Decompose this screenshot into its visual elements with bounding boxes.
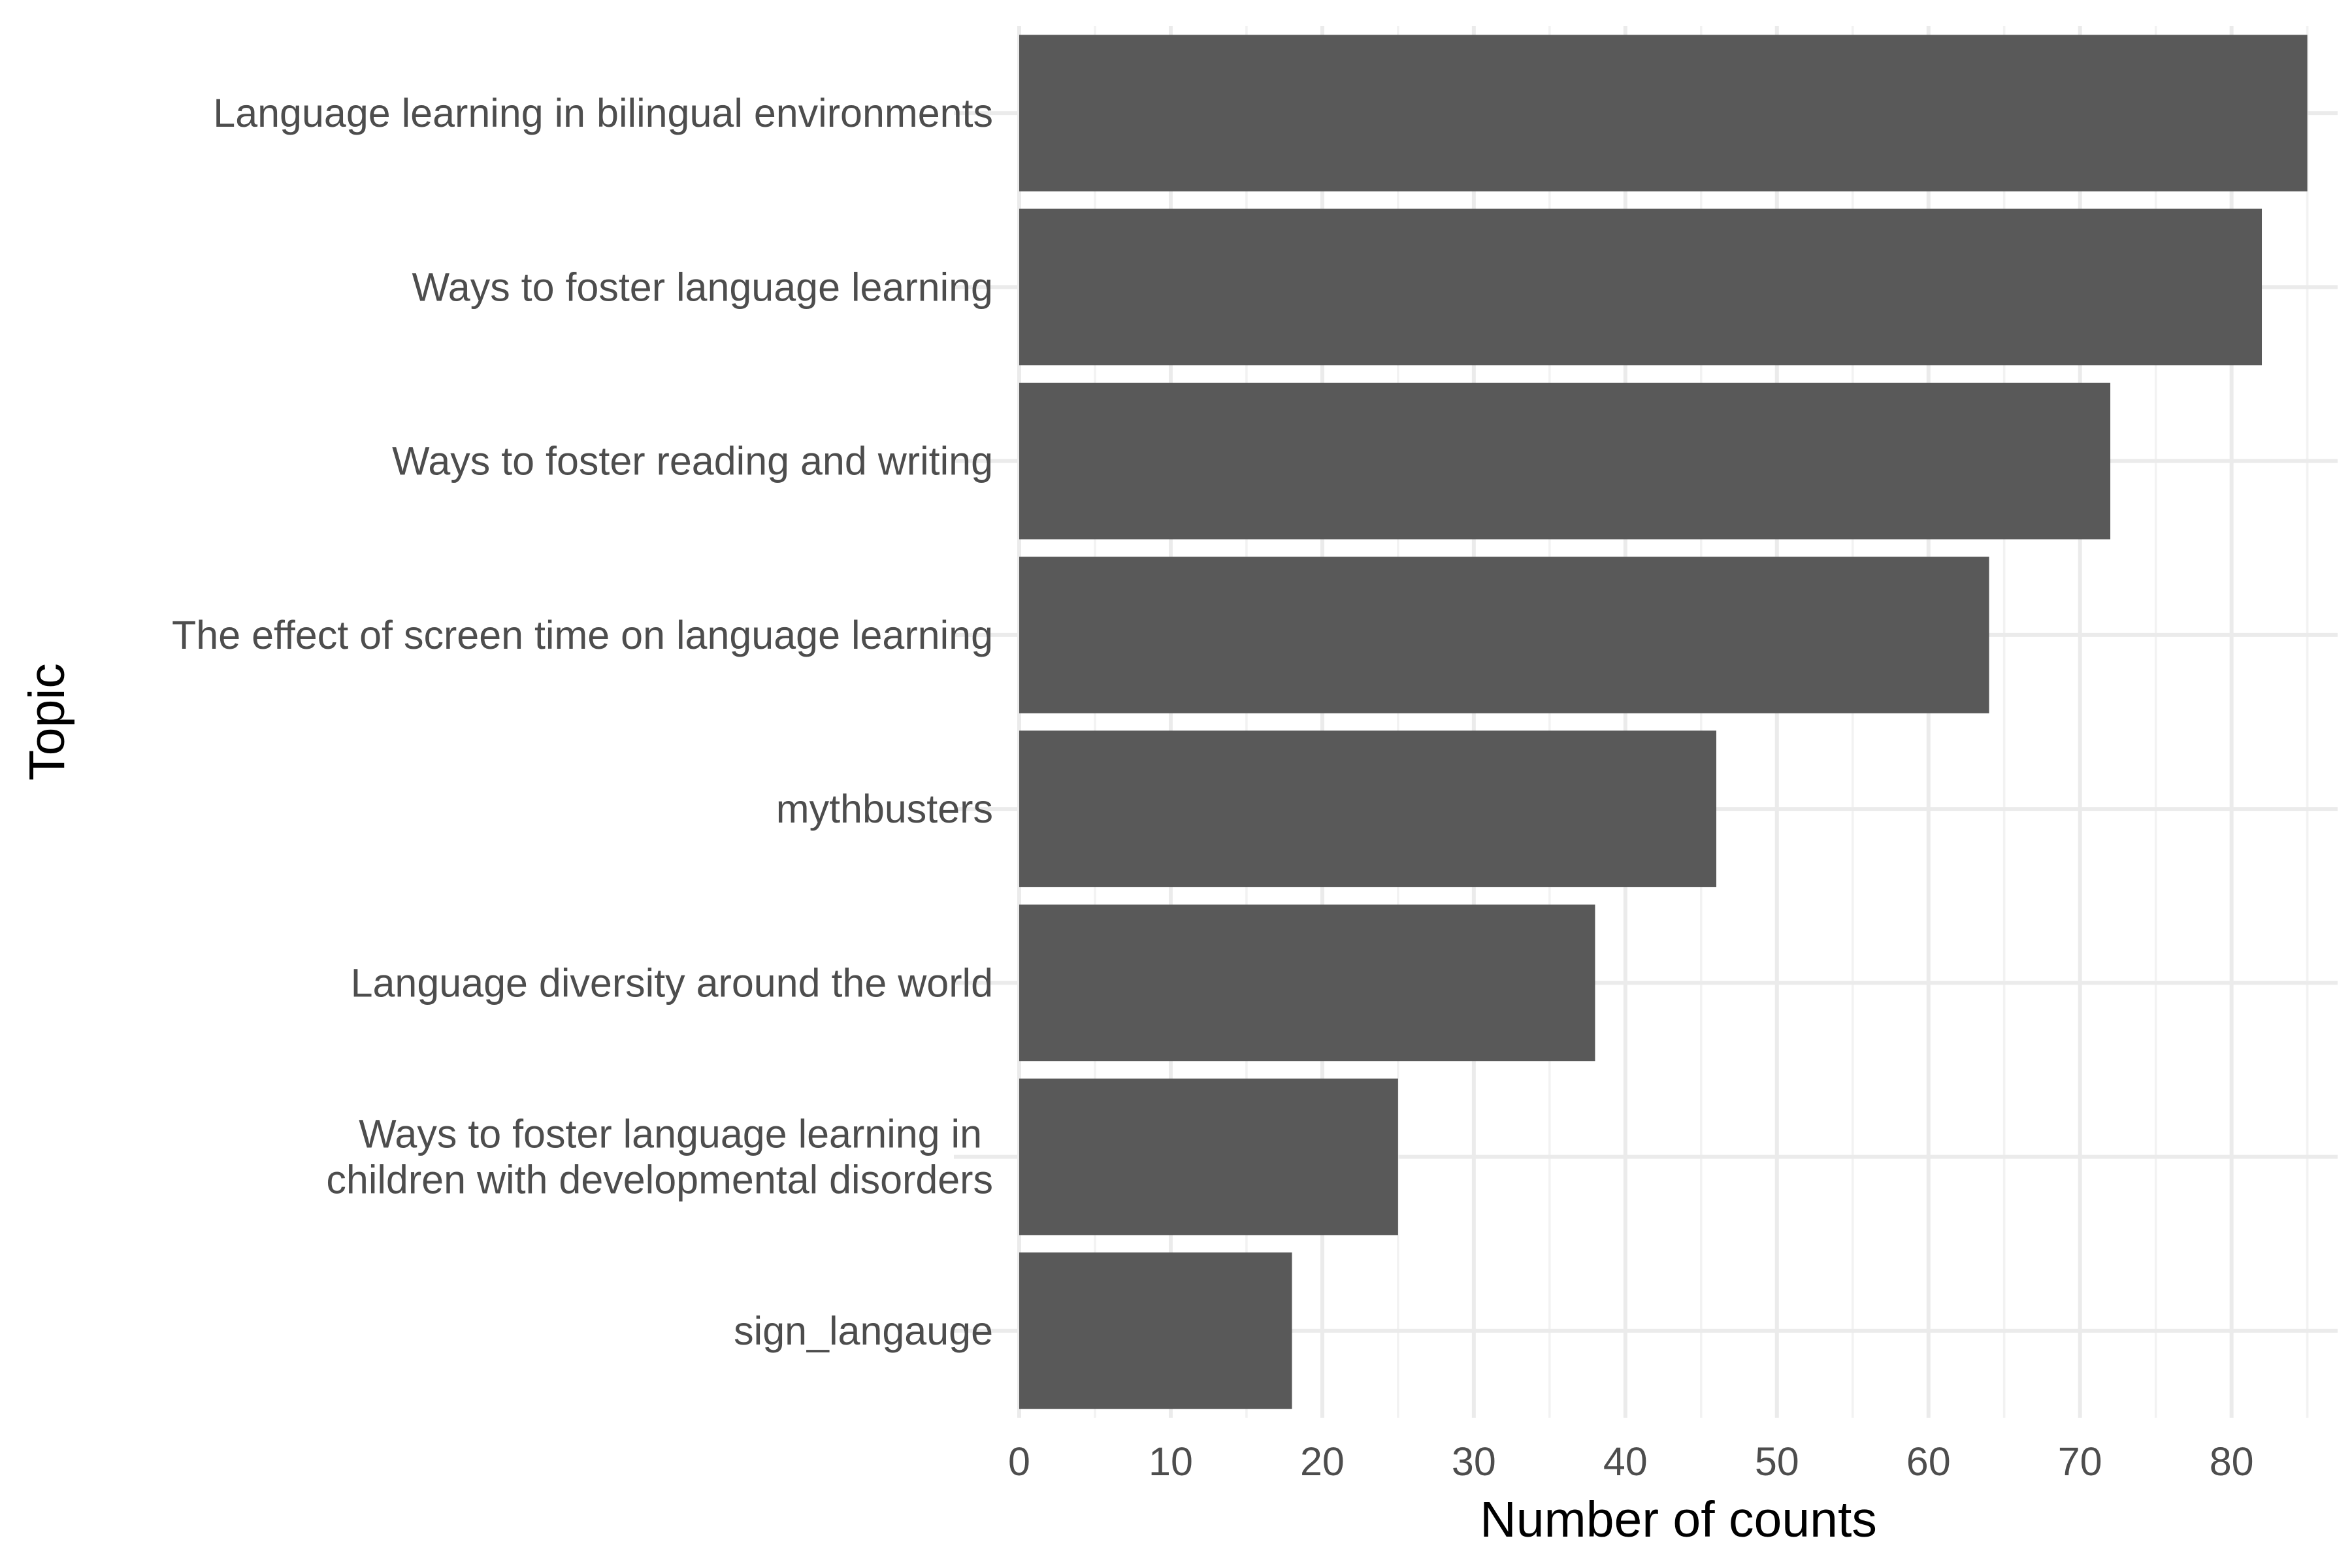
x-tick-label: 60: [1906, 1439, 1951, 1484]
bar-layer: [1019, 35, 2308, 1409]
bar: [1019, 1078, 1398, 1235]
x-tick-label: 40: [1603, 1439, 1648, 1484]
bar: [1019, 35, 2308, 191]
x-tick-label: 20: [1300, 1439, 1345, 1484]
y-axis-title: Topic: [19, 663, 75, 781]
bar: [1019, 382, 2111, 540]
x-tick-label: 30: [1452, 1439, 1496, 1484]
y-tick-label: Ways to foster language learning in chil…: [326, 1112, 993, 1202]
x-tick-label: 0: [1008, 1439, 1030, 1484]
y-tick-label: Language diversity around the world: [351, 960, 993, 1005]
x-tick-label: 80: [2210, 1439, 2254, 1484]
x-tick-label: 70: [2058, 1439, 2102, 1484]
x-tick-labels: 0 10 20 30 40 50 60 70 80: [1008, 1439, 2254, 1484]
bar: [1019, 557, 1989, 713]
bar: [1019, 904, 1595, 1062]
bar: [1019, 730, 1716, 887]
y-tick-label: Ways to foster language learning: [412, 265, 993, 309]
x-axis-title: Number of counts: [1480, 1492, 1877, 1548]
y-tick-label: mythbusters: [776, 787, 993, 831]
y-tick-labels: Language learning in bilingual environme…: [172, 91, 993, 1353]
x-tick-label: 50: [1755, 1439, 1799, 1484]
bar: [1019, 208, 2262, 366]
y-tick-label: Ways to foster reading and writing: [392, 439, 993, 483]
y-tick-label: The effect of screen time on language le…: [172, 613, 993, 657]
bar: [1019, 1252, 1292, 1409]
x-tick-label: 10: [1149, 1439, 1193, 1484]
y-tick-label: sign_langauge: [734, 1309, 993, 1353]
y-tick-label: Language learning in bilingual environme…: [213, 91, 993, 135]
